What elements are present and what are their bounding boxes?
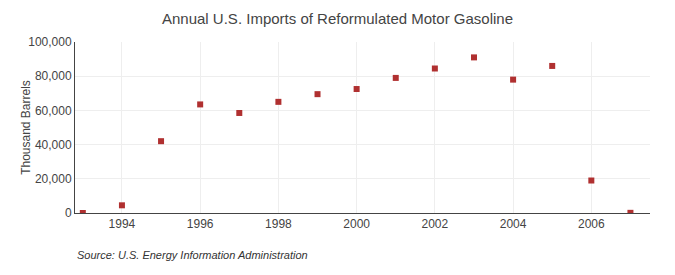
svg-text:100,000: 100,000 [28, 35, 72, 49]
svg-text:1996: 1996 [187, 217, 214, 231]
svg-text:1998: 1998 [265, 217, 292, 231]
svg-text:Annual U.S. Imports of Reformu: Annual U.S. Imports of Reformulated Moto… [162, 10, 513, 27]
svg-text:2006: 2006 [578, 217, 605, 231]
svg-text:Source: U.S. Energy Informatio: Source: U.S. Energy Information Administ… [77, 249, 308, 261]
svg-text:2000: 2000 [343, 217, 370, 231]
svg-text:60,000: 60,000 [35, 104, 72, 118]
svg-text:20,000: 20,000 [35, 172, 72, 186]
svg-text:Thousand Barrels: Thousand Barrels [19, 80, 33, 175]
svg-text:2004: 2004 [500, 217, 527, 231]
svg-text:80,000: 80,000 [35, 69, 72, 83]
svg-text:2002: 2002 [422, 217, 449, 231]
svg-text:0: 0 [65, 206, 72, 220]
svg-text:1994: 1994 [109, 217, 136, 231]
svg-text:40,000: 40,000 [35, 138, 72, 152]
